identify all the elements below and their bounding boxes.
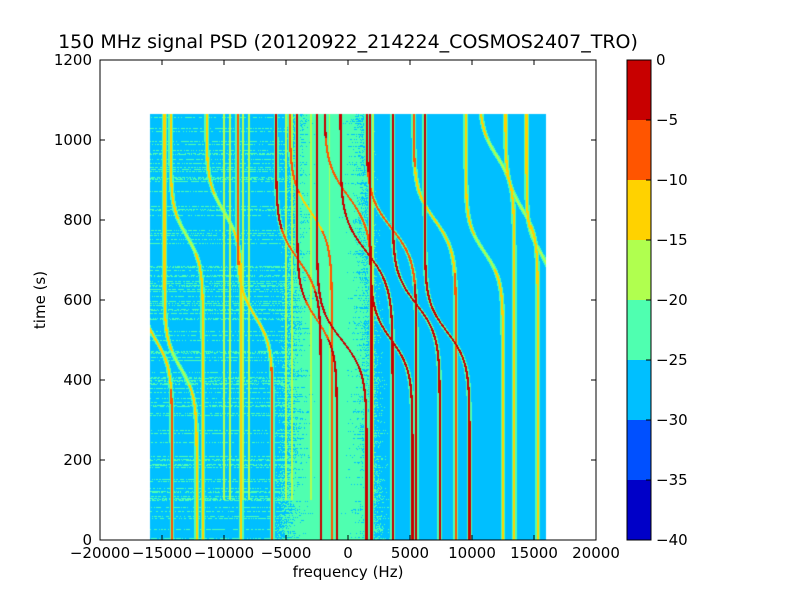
x-tick-label: 0	[343, 544, 353, 562]
colorbar-segment	[627, 420, 651, 480]
y-tick-label: 200	[63, 451, 92, 469]
heatmap-image	[100, 60, 596, 540]
y-axis-label: time (s)	[31, 271, 49, 329]
x-axis: −20000 −15000 −10000 −5000 0 5000 10000 15000 20…	[70, 60, 620, 562]
x-tick-label: 5000	[391, 544, 429, 562]
y-tick-label: 1000	[54, 131, 92, 149]
colorbar-tick-label: −30	[656, 411, 688, 429]
chart-title: 150 MHz signal PSD (20120922_214224_COSM…	[58, 31, 638, 53]
x-tick-label: 15000	[510, 544, 558, 562]
y-axis: 0 200 400 600 800 1000 1200	[54, 51, 596, 549]
colorbar-tick-label: −5	[656, 111, 678, 129]
x-tick-label: −5000	[261, 544, 312, 562]
colorbar-tick-label: 0	[656, 51, 666, 69]
y-tick-label: 800	[63, 211, 92, 229]
y-tick-label: 0	[82, 531, 92, 549]
x-tick-label: −15000	[132, 544, 192, 562]
colorbar-segment	[627, 120, 651, 180]
colorbar-segment	[627, 480, 651, 540]
x-tick-label: 10000	[448, 544, 496, 562]
heatmap-container	[100, 60, 596, 540]
colorbar-segment	[627, 300, 651, 360]
x-tick-label: −10000	[194, 544, 254, 562]
x-axis-label: frequency (Hz)	[293, 563, 404, 581]
colorbar-segment	[627, 360, 651, 420]
y-tick-label: 400	[63, 371, 92, 389]
plot-area	[99, 59, 597, 541]
colorbar-tick-label: −10	[656, 171, 688, 189]
colorbar-segment	[627, 60, 651, 120]
colorbar-tick-label: −35	[656, 471, 688, 489]
colorbar-segment	[627, 180, 651, 240]
colorbar-tick-label: −40	[656, 531, 688, 549]
colorbar-tick-label: −20	[656, 291, 688, 309]
colorbar-segment	[627, 240, 651, 300]
y-tick-label: 1200	[54, 51, 92, 69]
x-tick-label: −20000	[70, 544, 130, 562]
colorbar-tick-label: −15	[656, 231, 688, 249]
colorbar	[626, 59, 652, 541]
colorbar-ticks: −40 −35 −30 −25 −20 −15 −10 −5 0	[646, 51, 688, 549]
x-tick-label: 20000	[572, 544, 620, 562]
colorbar-tick-label: −25	[656, 351, 688, 369]
y-tick-label: 600	[63, 291, 92, 309]
